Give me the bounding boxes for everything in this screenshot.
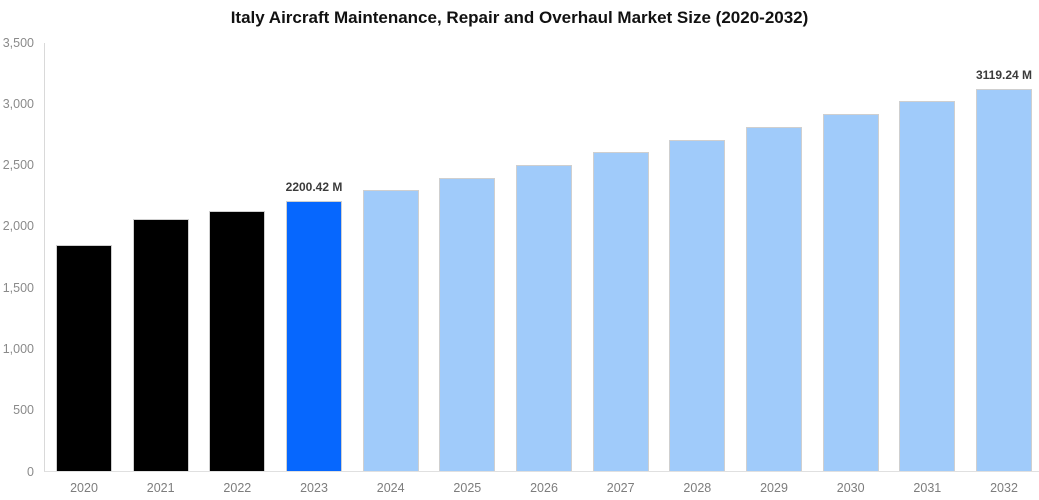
x-tick-label: 2025: [453, 481, 482, 495]
x-tick-label: 2023: [300, 481, 328, 495]
y-tick-label: 1,000: [2, 341, 34, 356]
y-tick-label: 2,000: [2, 219, 34, 234]
bar-2021[interactable]: [132, 219, 189, 471]
y-tick-label: 3,500: [2, 35, 34, 50]
bar-2023[interactable]: [286, 201, 342, 471]
bar-value-label-2032: 3119.24 M: [975, 67, 1033, 82]
bar-2028[interactable]: [669, 140, 726, 471]
x-tick-label: 2020: [70, 481, 98, 495]
bar-2022[interactable]: [209, 210, 266, 471]
bar-value-label-2023: 2200.42 M: [285, 180, 343, 195]
x-tick-label: 2026: [530, 481, 558, 495]
bar-2032[interactable]: [976, 88, 1032, 471]
bar-2027[interactable]: [592, 152, 649, 471]
bar-2029[interactable]: [746, 127, 802, 471]
y-tick-label: 0: [27, 464, 34, 479]
x-tick-label: 2027: [606, 481, 635, 495]
bar-2025[interactable]: [439, 178, 496, 471]
bar-2024[interactable]: [362, 190, 419, 471]
x-tick-label: 2028: [683, 481, 712, 495]
x-tick-label: 2031: [913, 481, 942, 495]
y-tick-label: 2,500: [2, 158, 34, 173]
x-tick-label: 2029: [760, 481, 788, 495]
x-tick-label: 2022: [223, 481, 252, 495]
bar-2030[interactable]: [822, 114, 879, 471]
chart-title: Italy Aircraft Maintenance, Repair and O…: [230, 8, 809, 27]
bar-2020[interactable]: [56, 245, 112, 471]
bar-2026[interactable]: [516, 165, 572, 471]
y-tick-label: 3,000: [2, 96, 34, 111]
x-tick-label: 2024: [376, 481, 405, 495]
x-tick-label: 2021: [146, 481, 175, 495]
y-tick-label: 1,500: [2, 280, 34, 295]
bar-2031[interactable]: [899, 101, 956, 471]
x-tick-label: 2030: [836, 481, 865, 495]
x-tick-label: 2032: [990, 481, 1018, 495]
y-tick-label: 500: [13, 403, 34, 418]
plot-area: [44, 43, 1039, 472]
